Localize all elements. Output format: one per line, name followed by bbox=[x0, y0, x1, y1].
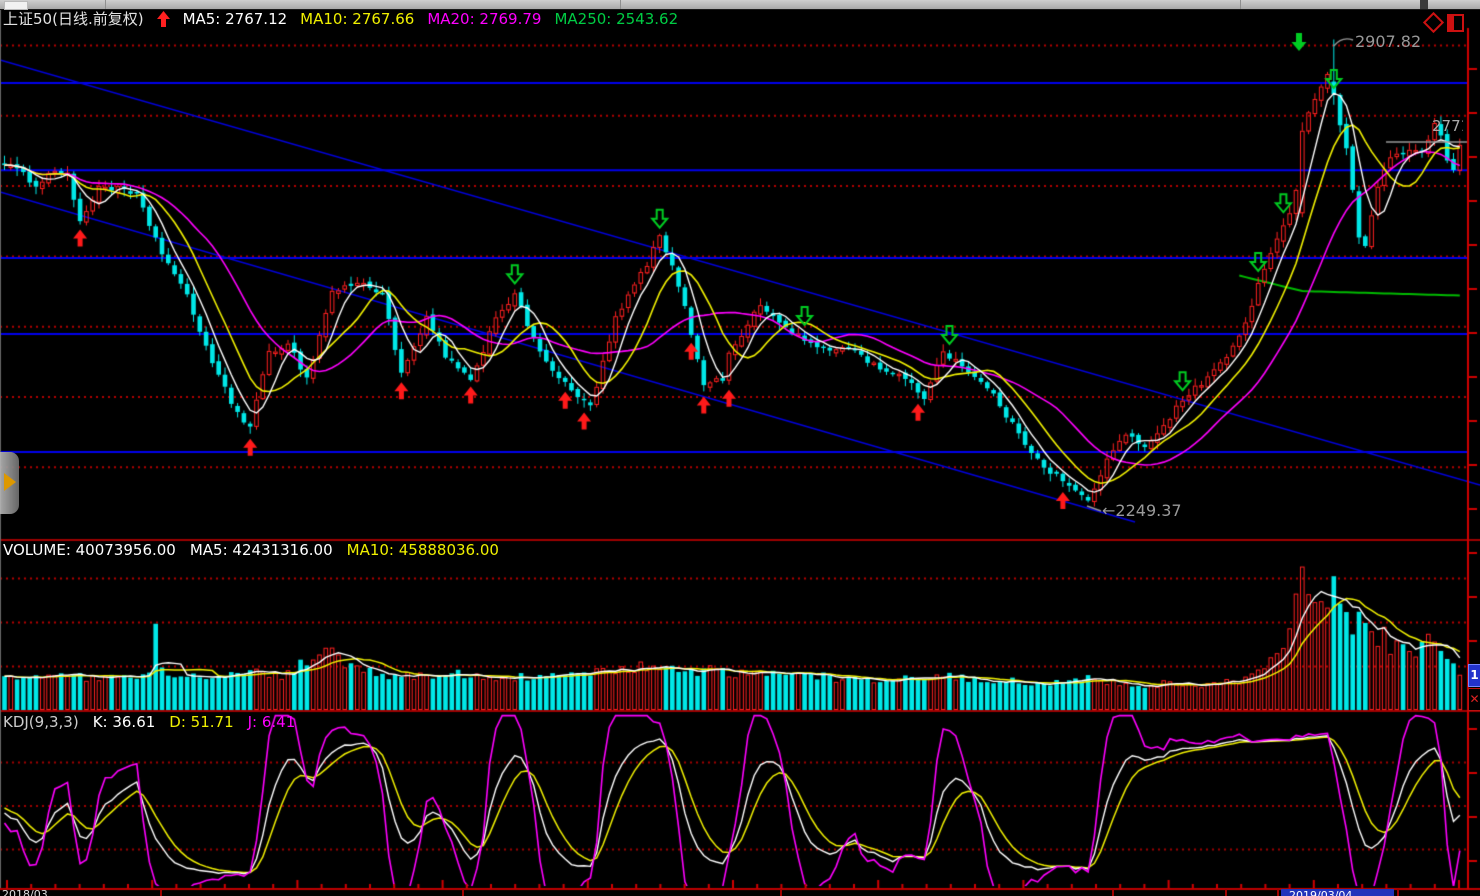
toolbar-notch bbox=[1420, 0, 1428, 9]
volume-ma5-value: MA5: 42431316.00 bbox=[189, 541, 333, 559]
kdj-k-value: K: 36.61 bbox=[92, 713, 156, 731]
ma10-value: MA10: 2767.66 bbox=[300, 9, 415, 28]
symbol-title: 上证50(日线.前复权) bbox=[3, 10, 144, 28]
toolbar-seam bbox=[620, 0, 621, 9]
date-axis-separator bbox=[160, 889, 162, 896]
toolbar-seam bbox=[105, 0, 106, 9]
kdj-d-value: D: 51.71 bbox=[169, 713, 234, 731]
expand-arrow-icon bbox=[4, 473, 16, 491]
volume-value: VOLUME: 40073956.00 bbox=[3, 541, 176, 559]
volume-pane-header: VOLUME: 40073956.00 MA5: 42431316.00 MA1… bbox=[3, 541, 499, 559]
high-price-label: 2907.82 bbox=[1355, 32, 1422, 51]
kdj-title: KDJ(9,3,3) bbox=[3, 713, 79, 731]
selected-date-badge: 2019/03/04 bbox=[1281, 889, 1394, 896]
date-axis-separator bbox=[1112, 889, 1114, 896]
date-axis-separator bbox=[1397, 889, 1399, 896]
low-price-text: 2249.37 bbox=[1115, 501, 1182, 520]
date-axis-separator bbox=[780, 889, 782, 896]
toolbar-button-sliver[interactable] bbox=[4, 1, 28, 10]
date-axis-separator bbox=[1225, 889, 1227, 896]
split-window-icon[interactable] bbox=[1447, 14, 1464, 32]
kdj-pane-header: KDJ(9,3,3) K: 36.61 D: 51.71 J: 6.41 bbox=[3, 713, 295, 731]
close-pane-button[interactable]: ✕ bbox=[1468, 688, 1480, 711]
toolbar-seam bbox=[1240, 0, 1241, 9]
volume-ma10-value: MA10: 45888036.00 bbox=[346, 541, 499, 559]
up-arrow-icon bbox=[156, 10, 170, 27]
expand-sidebar-tab[interactable] bbox=[0, 452, 19, 514]
price-pane-header: 上证50(日线.前复权) MA5: 2767.12 MA10: 2767.66 … bbox=[3, 9, 679, 29]
ma20-value: MA20: 2769.79 bbox=[427, 9, 542, 28]
date-axis-separator bbox=[462, 889, 464, 896]
kdj-j-value: J: 6.41 bbox=[247, 713, 296, 731]
pane-count-button[interactable]: 1 bbox=[1468, 664, 1480, 687]
ma250-value: MA250: 2543.62 bbox=[554, 9, 679, 28]
date-axis-start: 2018/03 bbox=[2, 888, 48, 896]
low-price-label: ←2249.37 bbox=[1102, 501, 1182, 520]
date-axis-separator bbox=[1277, 889, 1279, 896]
toolbar-strip bbox=[0, 0, 1480, 10]
ma5-value: MA5: 2767.12 bbox=[182, 9, 288, 28]
pointer-arrow-icon: ← bbox=[1102, 501, 1116, 520]
